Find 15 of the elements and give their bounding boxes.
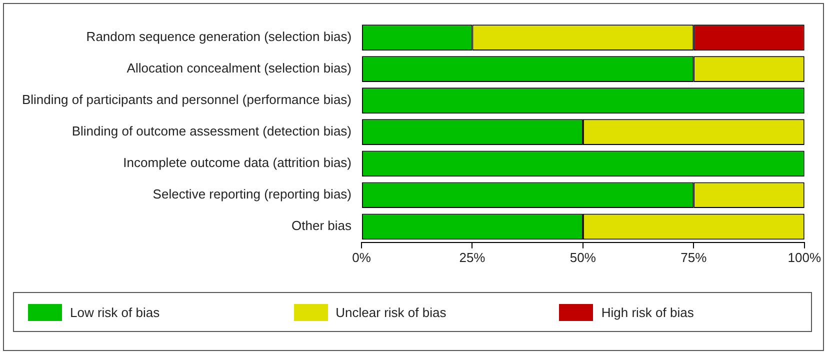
y-tick-label: Other bias bbox=[292, 218, 352, 234]
x-tick-label: 25% bbox=[459, 250, 486, 265]
y-tick-label: Random sequence generation (selection bias) bbox=[86, 29, 352, 44]
y-tick-label: Allocation concealment (selection bias) bbox=[126, 60, 352, 76]
legend-label: Low risk of bias bbox=[70, 304, 160, 320]
y-tick-label: Blinding of participants and personnel (performance bias) bbox=[22, 92, 352, 108]
y-tick-label: Selective reporting (reporting bias) bbox=[152, 186, 352, 202]
legend-label: Unclear risk of bias bbox=[336, 304, 446, 320]
x-tick-label: 75% bbox=[680, 250, 708, 265]
x-tick-label: 50% bbox=[570, 250, 596, 265]
x-tick-label: 100% bbox=[788, 250, 822, 265]
legend-label: High risk of bias bbox=[601, 304, 694, 320]
y-tick-label: Blinding of outcome assessment (detection bias) bbox=[72, 124, 352, 139]
y-tick-label: Incomplete outcome data (attrition bias) bbox=[123, 155, 352, 170]
x-tick-label: 0% bbox=[352, 250, 372, 265]
